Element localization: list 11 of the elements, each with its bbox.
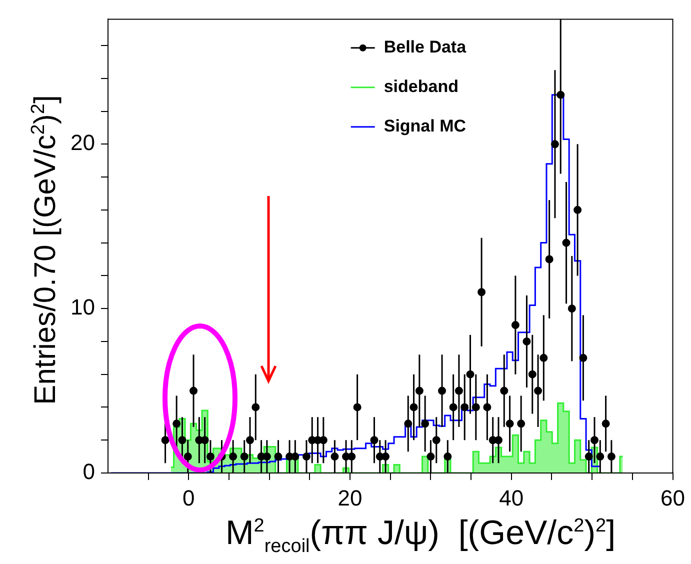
legend-label: sideband xyxy=(384,77,458,96)
legend-label: Signal MC xyxy=(384,116,466,136)
x-tick-label: 40 xyxy=(499,485,524,510)
y-tick-label: 0 xyxy=(82,459,95,484)
legend-label: Belle Data xyxy=(384,38,467,57)
x-tick-label: 0 xyxy=(182,485,195,510)
x-axis-title: M$^{2}$$_{recoil}$(ππ J/ψ) [(GeV/c$^{2}$)$^{2}$] xyxy=(224,514,617,557)
x-tick-label: 60 xyxy=(660,485,686,510)
y-tick-label: 10 xyxy=(70,294,95,320)
y-tick-label: 20 xyxy=(70,130,95,156)
x-tick-label: 20 xyxy=(338,485,362,510)
